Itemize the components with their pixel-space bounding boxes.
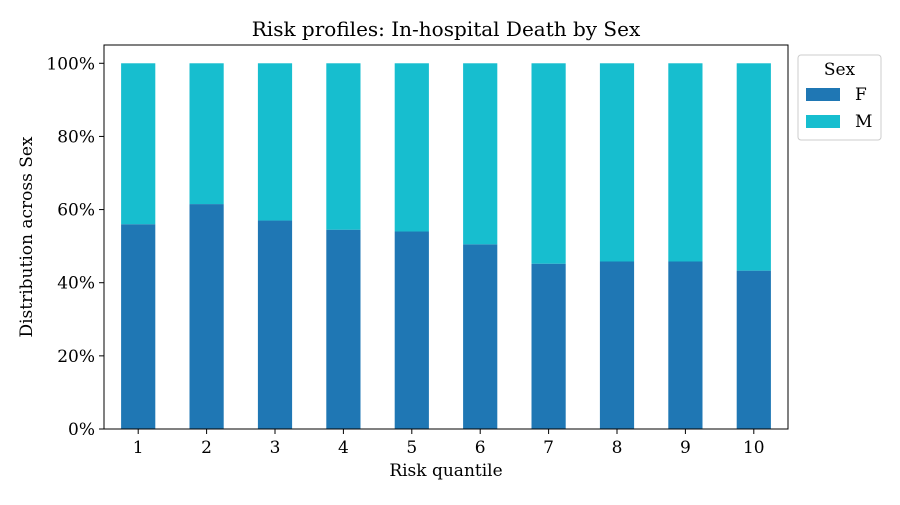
bar-M-6	[463, 63, 498, 245]
bar-F-5	[394, 231, 429, 429]
bar-M-5	[394, 63, 429, 232]
x-tick-label: 9	[680, 438, 691, 458]
bar-F-1	[121, 224, 156, 429]
x-tick-label: 3	[270, 438, 281, 458]
x-axis-label: Risk quantile	[389, 461, 502, 481]
bar-M-1	[121, 63, 156, 225]
bar-M-4	[326, 63, 361, 230]
plot-frame	[103, 44, 789, 430]
bar-F-6	[463, 244, 498, 429]
x-tick-label: 2	[201, 438, 212, 458]
y-axis: 0% 20% 40% 60% 80% 100%	[46, 54, 104, 440]
legend-label-F: F	[855, 85, 867, 105]
bar-M-8	[599, 63, 635, 262]
y-tick-label: 0%	[68, 420, 95, 440]
bar-M-10	[736, 63, 771, 271]
bar-F-8	[599, 261, 635, 429]
bar-M-9	[668, 63, 703, 262]
bar-M-7	[531, 63, 566, 264]
x-tick-label: 10	[743, 438, 765, 458]
y-tick-label: 80%	[57, 127, 95, 147]
y-tick-label: 60%	[57, 201, 95, 221]
bar-F-3	[257, 220, 293, 429]
bar-M-2	[189, 63, 224, 205]
x-tick-label: 4	[338, 438, 349, 458]
bars-group	[121, 63, 771, 429]
bar-M-3	[257, 63, 293, 221]
legend-label-M: M	[855, 112, 872, 132]
x-tick-label: 5	[406, 438, 417, 458]
y-axis-label: Distribution across Sex	[17, 136, 37, 337]
bar-F-7	[531, 263, 566, 429]
legend-title: Sex	[824, 60, 856, 80]
y-tick-label: 20%	[57, 347, 95, 367]
legend: Sex FM	[797, 54, 882, 141]
x-tick-label: 7	[543, 438, 554, 458]
y-tick-label: 40%	[57, 274, 95, 294]
bar-F-2	[189, 204, 224, 429]
bar-F-9	[668, 261, 703, 429]
chart-title: Risk profiles: In-hospital Death by Sex	[252, 17, 641, 41]
legend-swatch-M	[806, 115, 840, 128]
x-tick-label: 8	[612, 438, 623, 458]
x-tick-label: 1	[133, 438, 144, 458]
bar-F-4	[326, 229, 361, 429]
x-axis: 1 2 3 4 5 6 7 8 9 10	[133, 429, 765, 458]
x-tick-label: 6	[475, 438, 486, 458]
legend-items: FM	[806, 85, 872, 132]
bar-F-10	[736, 270, 771, 429]
y-tick-label: 100%	[46, 54, 95, 74]
legend-swatch-F	[806, 88, 840, 101]
